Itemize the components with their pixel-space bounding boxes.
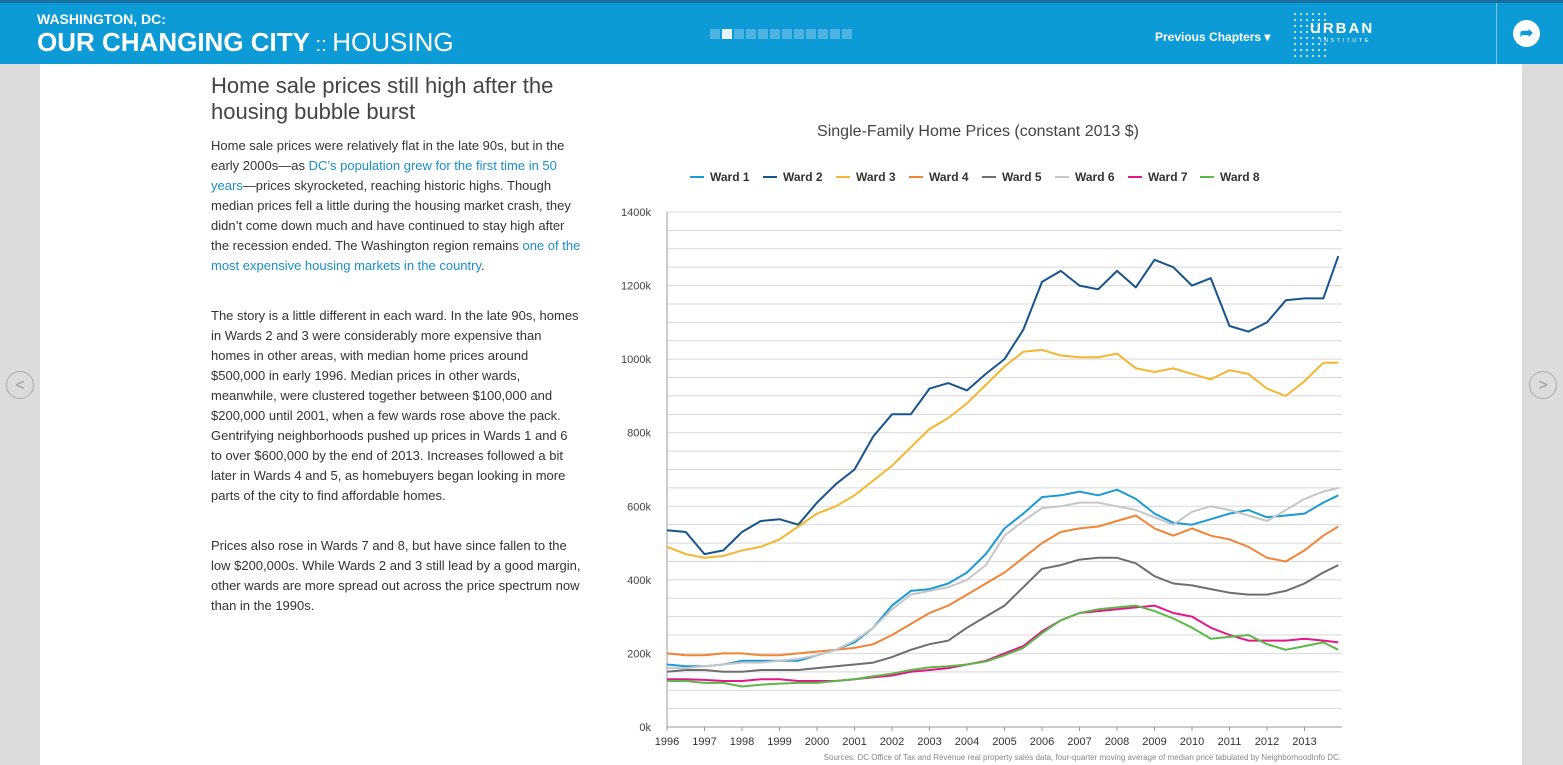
series-line-ward-6[interactable] bbox=[667, 486, 1339, 670]
legend-item-ward-4[interactable]: Ward 4 bbox=[909, 170, 969, 184]
y-tick-label: 0k bbox=[639, 722, 651, 734]
article-paragraph-2: The story is a little different in each … bbox=[211, 308, 579, 503]
chart-title: Single-Family Home Prices (constant 2013… bbox=[817, 123, 1139, 140]
chart-legend: Ward 1 Ward 2 Ward 3 Ward 4 Ward 5 Ward 6 Ward… bbox=[690, 170, 1260, 184]
x-tick-label: 1996 bbox=[655, 736, 679, 748]
legend-item-ward-6[interactable]: Ward 6 bbox=[1055, 170, 1115, 184]
series-line-ward-3[interactable] bbox=[666, 348, 1339, 559]
legend-label: Ward 5 bbox=[1002, 170, 1042, 184]
x-tick-label: 2000 bbox=[805, 736, 829, 748]
x-tick-label: 2007 bbox=[1067, 736, 1091, 748]
chart-series-lines bbox=[666, 255, 1340, 688]
series-line-ward-1[interactable] bbox=[666, 488, 1339, 668]
chart-source-note: Sources: DC Office of Tax and Revenue re… bbox=[824, 753, 1341, 762]
x-tick-label: 2012 bbox=[1255, 736, 1279, 748]
legend-item-ward-3[interactable]: Ward 3 bbox=[836, 170, 896, 184]
chevron-right-icon: > bbox=[1538, 377, 1548, 394]
p1-text-2: —prices skyrocketed, reaching historic h… bbox=[211, 178, 571, 253]
y-tick-label: 800k bbox=[627, 428, 651, 440]
x-tick-label: 2002 bbox=[880, 736, 904, 748]
progress-dot-9[interactable] bbox=[806, 29, 816, 39]
legend-label: Ward 3 bbox=[856, 170, 896, 184]
y-tick-label: 400k bbox=[627, 575, 651, 587]
previous-slide-button[interactable]: < bbox=[6, 371, 34, 399]
previous-chapters-menu[interactable]: Previous Chapters ▾ bbox=[1155, 30, 1271, 44]
legend-item-ward-2[interactable]: Ward 2 bbox=[763, 170, 823, 184]
next-slide-button[interactable]: > bbox=[1529, 371, 1557, 399]
x-tick-label: 2003 bbox=[917, 736, 941, 748]
header-divider bbox=[1496, 3, 1497, 67]
logo-word: URBAN bbox=[1310, 20, 1375, 37]
legend-item-ward-1[interactable]: Ward 1 bbox=[690, 170, 750, 184]
x-tick-label: 2008 bbox=[1105, 736, 1129, 748]
chart-y-axis: 0k 200k 400k 600k 800k 1000k 1200k 1400k bbox=[621, 207, 651, 734]
x-tick-label: 2004 bbox=[955, 736, 979, 748]
x-tick-label: 1999 bbox=[767, 736, 791, 748]
share-button[interactable]: ➦ bbox=[1513, 20, 1540, 47]
share-icon: ➦ bbox=[1519, 25, 1534, 42]
progress-dot-2[interactable] bbox=[722, 29, 732, 39]
series-line-ward-2[interactable] bbox=[666, 255, 1340, 556]
legend-label: Ward 2 bbox=[783, 170, 823, 184]
series-line-ward-5[interactable] bbox=[666, 556, 1339, 673]
urban-institute-logo[interactable]: URBAN INSTITUTE bbox=[1292, 11, 1384, 61]
progress-dot-6[interactable] bbox=[770, 29, 780, 39]
legend-item-ward-8[interactable]: Ward 8 bbox=[1200, 170, 1260, 184]
chart-x-axis: 1996 1997 1998 1999 2000 2001 2002 2003 2004 2005… bbox=[655, 727, 1317, 748]
chapter-progress-dots bbox=[710, 29, 852, 41]
y-tick-label: 1000k bbox=[621, 354, 651, 366]
progress-dot-7[interactable] bbox=[782, 29, 792, 39]
x-tick-label: 2001 bbox=[842, 736, 866, 748]
p1-text-3: . bbox=[481, 258, 485, 273]
y-tick-label: 1200k bbox=[621, 281, 651, 293]
x-tick-label: 1998 bbox=[730, 736, 754, 748]
legend-item-ward-7[interactable]: Ward 7 bbox=[1128, 170, 1188, 184]
site-title-separator: :: bbox=[310, 34, 333, 56]
x-tick-label: 2010 bbox=[1180, 736, 1204, 748]
site-title-section: HOUSING bbox=[332, 27, 454, 57]
legend-label: Ward 4 bbox=[929, 170, 969, 184]
site-title-main: OUR CHANGING CITY bbox=[37, 27, 310, 57]
x-tick-label: 2009 bbox=[1142, 736, 1166, 748]
site-kicker: WASHINGTON, DC: bbox=[37, 11, 166, 27]
y-tick-label: 600k bbox=[627, 501, 651, 513]
progress-dot-12[interactable] bbox=[842, 29, 852, 39]
progress-dot-10[interactable] bbox=[818, 29, 828, 39]
article-paragraph-1: Home sale prices were relatively flat in… bbox=[211, 136, 581, 276]
site-title[interactable]: OUR CHANGING CITY :: HOUSING bbox=[37, 27, 454, 58]
chevron-left-icon: < bbox=[15, 377, 25, 394]
x-tick-label: 2006 bbox=[1030, 736, 1054, 748]
expensive-markets-link[interactable]: one of the most expensive housing market… bbox=[211, 238, 581, 273]
legend-label: Ward 1 bbox=[710, 170, 750, 184]
legend-label: Ward 8 bbox=[1220, 170, 1260, 184]
article-paragraph-3: Prices also rose in Wards 7 and 8, but h… bbox=[211, 538, 581, 613]
p1-text-1: Home sale prices were relatively flat in… bbox=[211, 138, 565, 173]
logo-dot-grid bbox=[1292, 11, 1330, 61]
progress-dot-11[interactable] bbox=[830, 29, 840, 39]
x-tick-label: 2013 bbox=[1292, 736, 1316, 748]
chart-gridlines bbox=[666, 211, 1342, 728]
home-price-chart: Single-Family Home Prices (constant 2013… bbox=[621, 123, 1342, 762]
series-line-ward-8[interactable] bbox=[667, 604, 1339, 688]
y-tick-label: 200k bbox=[627, 648, 651, 660]
logo-subword: INSTITUTE bbox=[1320, 38, 1371, 44]
progress-dot-8[interactable] bbox=[794, 29, 804, 39]
progress-dot-4[interactable] bbox=[746, 29, 756, 39]
progress-dot-1[interactable] bbox=[710, 29, 720, 39]
legend-label: Ward 6 bbox=[1075, 170, 1115, 184]
progress-dot-5[interactable] bbox=[758, 29, 768, 39]
x-tick-label: 2011 bbox=[1218, 736, 1242, 748]
legend-label: Ward 7 bbox=[1148, 170, 1188, 184]
legend-item-ward-5[interactable]: Ward 5 bbox=[982, 170, 1042, 184]
x-tick-label: 1997 bbox=[692, 736, 716, 748]
progress-dot-3[interactable] bbox=[734, 29, 744, 39]
series-line-ward-7[interactable] bbox=[667, 604, 1339, 682]
site-header: WASHINGTON, DC: OUR CHANGING CITY :: HOU… bbox=[0, 0, 1563, 67]
x-tick-label: 2005 bbox=[992, 736, 1016, 748]
population-growth-link[interactable]: DC’s population grew for the first time … bbox=[211, 158, 557, 193]
article-headline: Home sale prices still high after the ho… bbox=[211, 73, 554, 124]
y-tick-label: 1400k bbox=[621, 207, 651, 219]
series-line-ward-4[interactable] bbox=[666, 514, 1339, 657]
